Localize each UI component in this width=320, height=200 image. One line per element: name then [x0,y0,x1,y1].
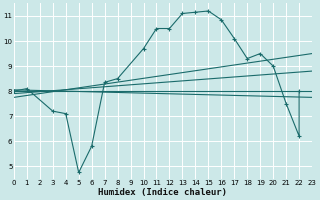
X-axis label: Humidex (Indice chaleur): Humidex (Indice chaleur) [99,188,228,197]
